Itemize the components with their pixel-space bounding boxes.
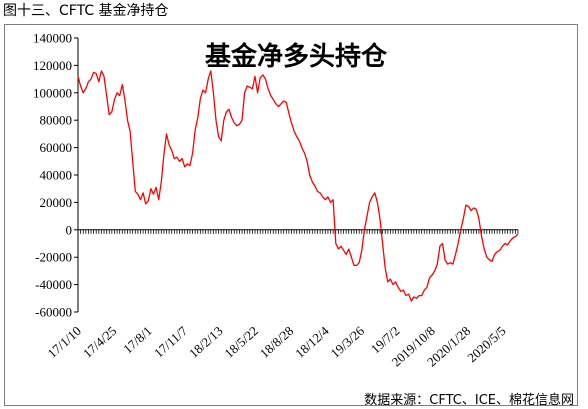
figure-caption: 图十三、CFTC 基金净持仓 xyxy=(3,3,169,19)
series-layer xyxy=(77,70,519,302)
x-tick-label: 17/1/10 xyxy=(44,323,84,361)
x-tick-label: 2020/5/5 xyxy=(464,323,508,365)
x-tick-label: 17/4/25 xyxy=(80,323,120,361)
y-tick-label: 40000 xyxy=(40,168,73,183)
y-tick-label: -60000 xyxy=(35,305,72,320)
series-line xyxy=(77,70,519,302)
y-tick-label: -40000 xyxy=(35,277,72,292)
y-tick-label: 60000 xyxy=(40,140,73,155)
y-tick-label: 80000 xyxy=(40,113,73,128)
y-tick-label: 0 xyxy=(66,222,73,237)
source-note: 数据来源：CFTC、ICE、棉花信息网 xyxy=(364,393,574,408)
y-tick-label: -20000 xyxy=(35,250,72,265)
x-tick-label: 18/2/13 xyxy=(186,323,226,361)
chart-frame xyxy=(4,24,578,406)
y-tick-label: 20000 xyxy=(40,195,73,210)
chart-title: 基金净多头持仓 xyxy=(205,41,388,72)
x-tick-label: 17/8/1 xyxy=(120,323,155,356)
y-tick-label: 100000 xyxy=(33,85,72,100)
x-tick-label: 18/8/28 xyxy=(257,323,297,361)
y-tick-label: 120000 xyxy=(33,58,72,73)
x-tick-label: 18/5/22 xyxy=(221,323,261,361)
x-tick-label: 17/11/7 xyxy=(151,323,191,361)
x-tick-label: 18/12/4 xyxy=(292,323,332,361)
x-tick-label: 19/3/26 xyxy=(328,323,368,361)
title-layer: 基金净多头持仓 xyxy=(205,41,388,72)
y-tick-label: 140000 xyxy=(33,31,72,46)
y-axis: -60000 -40000 -20000 0 20000 40000 60000 80000 1… xyxy=(33,31,79,320)
